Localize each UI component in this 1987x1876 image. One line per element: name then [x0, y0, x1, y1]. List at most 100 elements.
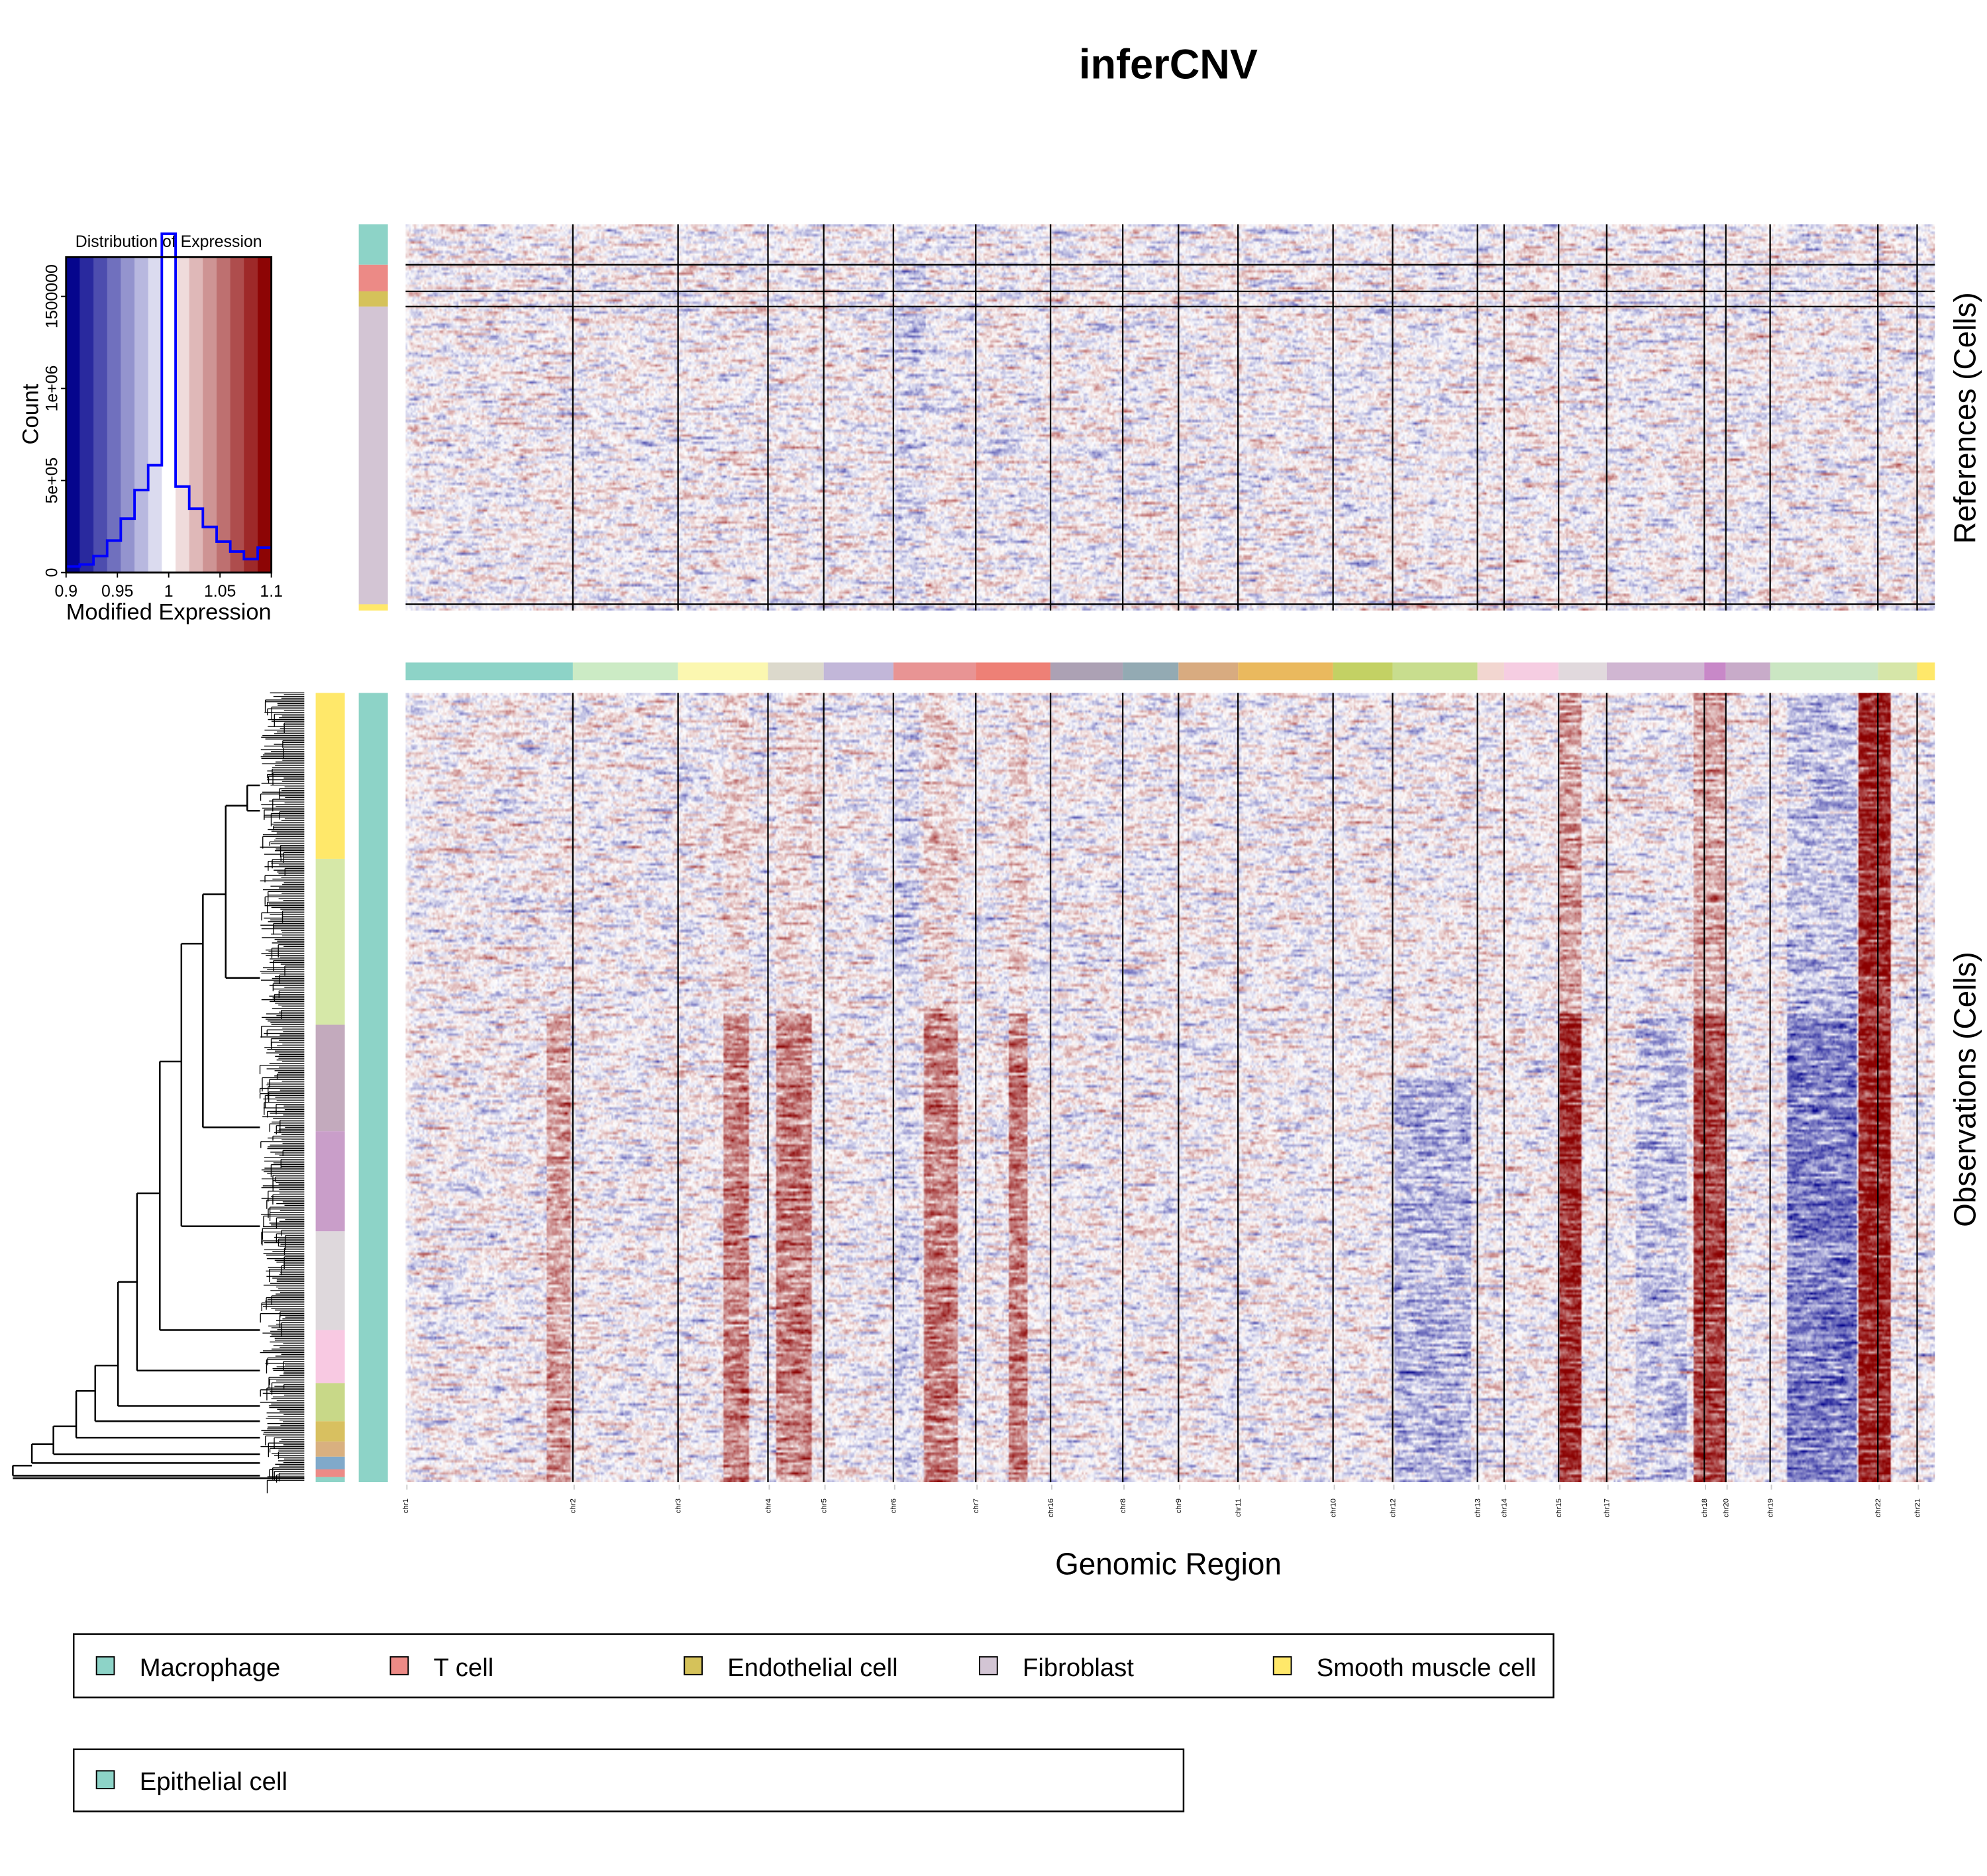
- chromosome-label: chr17: [1604, 1499, 1611, 1518]
- chromosome-label: chr15: [1555, 1499, 1563, 1518]
- chromosome-label: chr9: [1175, 1499, 1183, 1513]
- chromosome-bar-chr2: [572, 662, 678, 681]
- chromosome-bar-chr9: [1178, 662, 1239, 681]
- histogram-ylabel: Count: [19, 383, 44, 444]
- chromosome-label: chr3: [675, 1499, 683, 1513]
- reference-legend-box: [72, 1633, 1554, 1699]
- chromosome-bar-chr4: [768, 662, 824, 681]
- legend-label: Fibroblast: [1023, 1654, 1134, 1682]
- legend-item: Endothelial cell: [684, 1654, 898, 1682]
- cluster-segment: [315, 1131, 345, 1232]
- chromosome-label: chr18: [1701, 1499, 1709, 1518]
- references-label: References (Cells): [1947, 292, 1982, 544]
- chromosome-label: chr6: [890, 1499, 898, 1513]
- chromosome-bar-chr21: [1917, 662, 1935, 681]
- chromosome-bar-chr10: [1333, 662, 1393, 681]
- histogram-ytick-label: 1e+06: [42, 366, 61, 412]
- chromosome-bar-chr12: [1392, 662, 1478, 681]
- chromosome-bar-chr11: [1238, 662, 1333, 681]
- legend-item: Smooth muscle cell: [1272, 1654, 1536, 1682]
- legend-item: T cell: [389, 1654, 493, 1682]
- chromosome-bar-chr16: [1050, 662, 1123, 681]
- chromosome-label: chr5: [820, 1499, 828, 1513]
- observations-label: Observations (Cells): [1947, 952, 1982, 1227]
- reference-group-separators: [405, 264, 1935, 605]
- chromosome-label: chr4: [764, 1498, 772, 1513]
- chromosome-label: chr8: [1119, 1499, 1127, 1513]
- chromosome-label: chr16: [1047, 1499, 1055, 1518]
- color-key-band: [217, 257, 231, 573]
- chromosome-bar-chr7: [976, 662, 1051, 681]
- chromosome-label: chr12: [1389, 1499, 1397, 1518]
- histogram-title: Distribution of Expression: [76, 232, 262, 251]
- chromosome-label: chr14: [1501, 1498, 1509, 1517]
- observation-legend-box: [72, 1748, 1185, 1812]
- histogram-xtick-label: 0.95: [101, 582, 133, 601]
- chromosome-label: chr21: [1913, 1499, 1921, 1518]
- color-key-histogram: Distribution of Expression 0.9 0.95 1 1.05 1…: [19, 232, 283, 624]
- cluster-segment: [315, 1469, 345, 1477]
- cluster-segment: [315, 858, 345, 1025]
- histogram-xtick-label: 1: [164, 582, 174, 601]
- legend-swatch: [684, 1656, 703, 1675]
- chromosome-bar-chr20: [1725, 662, 1770, 681]
- chromosome-label: chr10: [1329, 1499, 1337, 1518]
- color-key-band: [189, 257, 203, 573]
- cluster-segment: [315, 1477, 345, 1483]
- dendrogram: [12, 692, 305, 1494]
- legend-item: Macrophage: [95, 1654, 281, 1682]
- reference-annotation-smooth-muscle-cell: [358, 604, 388, 611]
- color-key-band: [93, 257, 108, 573]
- reference-annotation-fibroblast: [358, 306, 388, 605]
- chromosome-bar-chr14: [1503, 662, 1559, 681]
- chromosome-label: chr20: [1722, 1499, 1730, 1518]
- chromosome-label: chr7: [972, 1499, 980, 1513]
- cluster-segment: [315, 1421, 345, 1442]
- chromosome-bar-chr17: [1606, 662, 1705, 681]
- chromosome-bar-chr6: [893, 662, 976, 681]
- legend-swatch: [95, 1770, 115, 1789]
- reference-annotation-endothelial-cell: [358, 291, 388, 307]
- reference-annotation-macrophage: [358, 224, 388, 265]
- cluster-segment: [315, 1456, 345, 1469]
- histogram-xtick-label: 1.05: [204, 582, 236, 601]
- chromosome-bar-chr19: [1770, 662, 1878, 681]
- chromosome-label: chr2: [570, 1499, 578, 1513]
- legend-label: Endothelial cell: [727, 1654, 897, 1682]
- legend-label: Epithelial cell: [140, 1767, 287, 1796]
- color-key-band: [162, 257, 176, 573]
- legend-item: Fibroblast: [979, 1654, 1134, 1682]
- reference-annotation-bar: [358, 224, 388, 611]
- color-key-band: [79, 257, 94, 573]
- cluster-segment: [315, 1330, 345, 1383]
- legend-swatch: [979, 1656, 998, 1675]
- color-key-band: [66, 257, 80, 573]
- chromosome-label: chr1: [402, 1499, 410, 1513]
- color-key-band: [121, 257, 135, 573]
- figure-title: inferCNV: [1079, 42, 1258, 88]
- histogram-ytick-label: 0: [42, 568, 61, 577]
- histogram-xlabel: Modified Expression: [66, 599, 272, 624]
- color-key-band: [244, 257, 258, 573]
- color-key-band: [258, 257, 272, 573]
- dendrogram-branches: [12, 784, 305, 1479]
- cluster-segment: [315, 1383, 345, 1422]
- legend-label: T cell: [433, 1654, 493, 1682]
- chromosome-color-bar: [405, 662, 1935, 681]
- legend-label: Macrophage: [140, 1654, 281, 1682]
- histogram-xtick-label: 0.9: [54, 582, 77, 601]
- cluster-segment: [315, 1231, 345, 1330]
- chromosome-label: chr22: [1874, 1499, 1882, 1518]
- color-key-band: [176, 257, 190, 573]
- chromosome-bar-chr3: [678, 662, 768, 681]
- chromosome-label: chr19: [1766, 1499, 1774, 1518]
- chromosome-bar-chr22: [1878, 662, 1917, 681]
- legend-swatch: [1272, 1656, 1292, 1675]
- histogram-xtick-label: 1.1: [260, 582, 283, 601]
- color-key-band: [148, 257, 162, 573]
- color-key-band: [230, 257, 244, 573]
- cluster-segment: [315, 1441, 345, 1457]
- chromosome-labels: chr1 chr2 chr3 chr4 chr5 chr6 chr7 chr16 chr8 chr…: [402, 1484, 1921, 1518]
